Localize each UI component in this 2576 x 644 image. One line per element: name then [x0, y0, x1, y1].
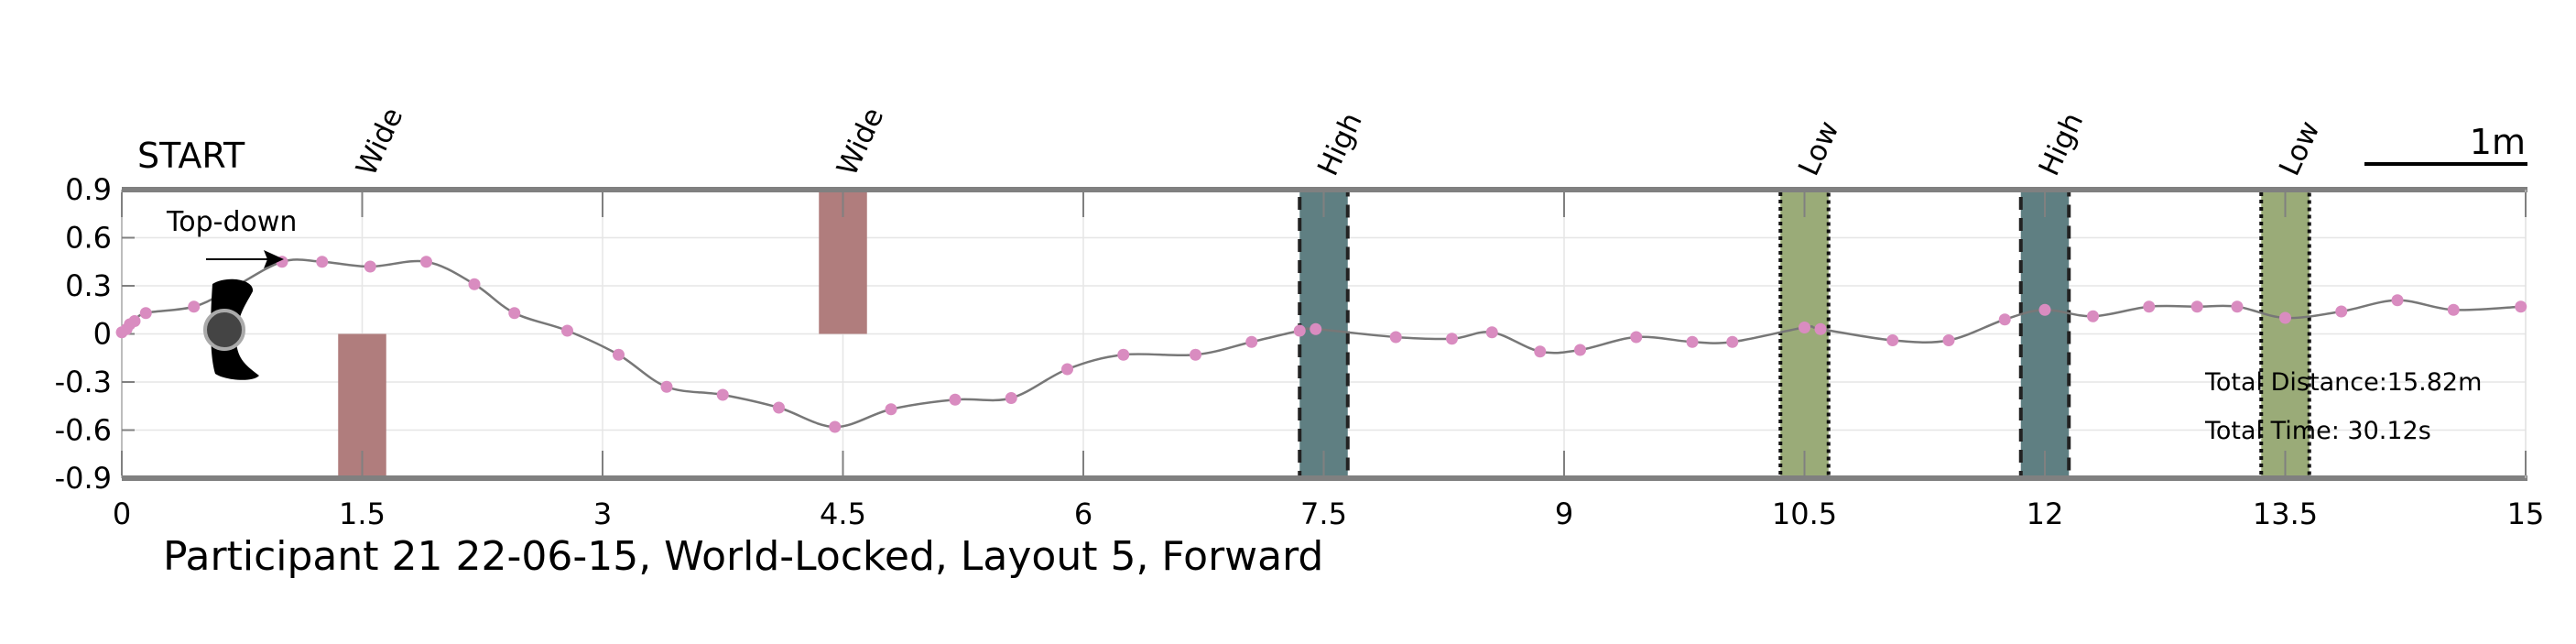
- obstacle-label: Low: [2273, 116, 2326, 181]
- trajectory-point: [1574, 344, 1586, 356]
- x-tick-labels: 0 1.5 3 4.5 6 7.5 9 10.5 12 13.5 15: [113, 497, 2545, 531]
- trajectory-point: [1726, 335, 1739, 348]
- total-distance: Total Distance:15.82m: [2204, 368, 2482, 397]
- ticks: [121, 189, 2527, 479]
- y-tick-label: 0.3: [65, 268, 112, 303]
- top-down-annotation: Top-down: [166, 206, 297, 268]
- total-time: Total Time: 30.12s: [2204, 417, 2431, 445]
- trajectory-point: [1117, 348, 1130, 361]
- x-tick-label: 10.5: [1772, 497, 1837, 531]
- trajectory-point: [1061, 363, 1073, 376]
- trajectory-point: [420, 256, 432, 268]
- x-tick-label: 13.5: [2253, 497, 2318, 531]
- y-tick-label: 0.6: [65, 221, 112, 256]
- trajectory-point: [716, 388, 729, 401]
- y-tick-label: -0.6: [55, 413, 112, 448]
- obstacle-labels: Wide Wide High Low High Low: [350, 103, 2326, 180]
- y-tick-label: -0.3: [55, 365, 112, 399]
- trajectory-point: [1293, 324, 1306, 337]
- x-tick-label: 15: [2507, 497, 2545, 531]
- trajectory-point: [2279, 311, 2291, 324]
- x-tick-label: 3: [593, 497, 612, 531]
- trajectory-point: [2087, 310, 2099, 322]
- arrow-head-icon: [264, 250, 284, 268]
- chart-title: Participant 21 22-06-15, World-Locked, L…: [163, 533, 1323, 580]
- trajectory-point: [561, 324, 573, 337]
- trajectory-point: [1310, 322, 1322, 335]
- trajectory-point: [1005, 392, 1017, 404]
- trajectory-point: [1245, 335, 1258, 348]
- trajectory-point: [1485, 326, 1498, 339]
- scale-label: 1m: [2470, 122, 2526, 162]
- trajectory-point: [2515, 300, 2527, 313]
- trajectory-point: [1630, 331, 1643, 344]
- walker-icon: [203, 278, 259, 380]
- obstacle-label: High: [2033, 108, 2091, 181]
- obstacle-label: Low: [1792, 116, 1845, 181]
- trajectory-point: [2038, 303, 2051, 316]
- trajectory-point: [1886, 334, 1899, 346]
- trajectory-point: [2143, 300, 2156, 313]
- top-down-label: Top-down: [166, 206, 297, 238]
- trajectory-point: [364, 260, 376, 273]
- obstacle-label: High: [1311, 108, 1369, 181]
- trajectory-point: [1998, 313, 2011, 326]
- trajectory-point: [508, 307, 521, 320]
- start-label: START: [137, 136, 245, 176]
- trajectory-point: [773, 401, 785, 414]
- obstacle-label: Wide: [831, 103, 890, 180]
- trajectory-point: [885, 403, 897, 416]
- y-tick-label: 0: [93, 317, 112, 352]
- y-tick-label: 0.9: [65, 172, 112, 207]
- x-tick-label: 1.5: [339, 497, 386, 531]
- trajectory-point: [139, 307, 152, 320]
- trajectory-point: [188, 300, 201, 313]
- trajectory-points: [115, 256, 2527, 433]
- trajectory-point: [660, 380, 673, 393]
- trajectory-point: [316, 256, 329, 268]
- trajectory-point: [1190, 348, 1201, 361]
- x-tick-label: 7.5: [1300, 497, 1347, 531]
- trajectory-point: [1686, 335, 1699, 348]
- trajectory-point: [2447, 303, 2460, 316]
- y-tick-labels: 0.9 0.6 0.3 0 -0.3 -0.6 -0.9: [55, 172, 112, 496]
- obstacle-high: [1298, 188, 1350, 480]
- trajectory-point: [1534, 345, 1547, 358]
- trajectory-point: [949, 393, 962, 406]
- obstacle-label: Wide: [350, 103, 409, 180]
- trajectory-point: [2391, 294, 2404, 307]
- trajectory-point: [128, 315, 141, 327]
- trajectory-point: [1446, 333, 1458, 345]
- obstacles: [338, 188, 2311, 480]
- y-tick-label: -0.9: [55, 461, 112, 496]
- trajectory-point: [2190, 300, 2203, 313]
- trajectory-point: [1799, 322, 1810, 333]
- x-tick-label: 4.5: [820, 497, 866, 531]
- trajectory-point: [1814, 322, 1827, 335]
- trajectory-point: [2231, 300, 2244, 313]
- x-tick-label: 9: [1555, 497, 1573, 531]
- trajectory-point: [468, 278, 481, 290]
- x-tick-label: 0: [113, 497, 131, 531]
- x-tick-label: 6: [1074, 497, 1092, 531]
- trajectory-point: [829, 420, 842, 433]
- x-tick-label: 12: [2027, 497, 2064, 531]
- trajectory-point: [1389, 331, 1402, 344]
- trajectory-point: [2335, 305, 2348, 318]
- trajectory-point: [613, 348, 625, 361]
- obstacle-high: [2018, 188, 2071, 480]
- trajectory-point: [1942, 334, 1955, 346]
